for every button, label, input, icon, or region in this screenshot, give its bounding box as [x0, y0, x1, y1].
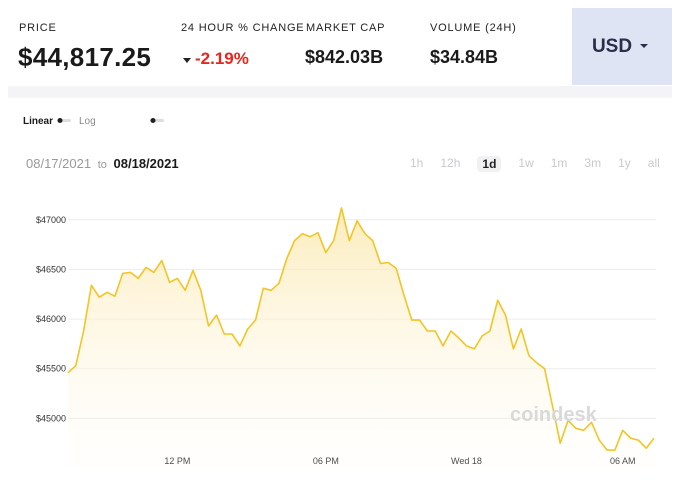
down-arrow — [183, 58, 191, 63]
range-button[interactable]: all — [647, 156, 660, 170]
range-button[interactable]: 1m — [550, 156, 568, 170]
market-cap: $842.03B — [305, 47, 384, 67]
price-label: PRICE — [19, 22, 57, 34]
scale-linear[interactable]: Linear — [23, 116, 54, 127]
caret — [640, 43, 649, 48]
change-label: 24 HOUR % CHANGE — [181, 22, 305, 34]
range-buttons: 1h 12h 1d 1w 1m 3m 1y all — [410, 156, 660, 172]
y-tick-label: $47000 — [36, 215, 66, 225]
market-cap-label: MARKET CAP — [306, 22, 386, 34]
y-tick-label: $45000 — [36, 413, 66, 423]
range-button[interactable]: 12h — [440, 156, 461, 170]
volume-label: VOLUME (24H) — [430, 22, 517, 34]
divider — [8, 86, 672, 98]
watermark: coindesk — [510, 404, 598, 426]
date-to[interactable]: 08/18/2021 — [113, 156, 179, 171]
date-sep: to — [97, 159, 107, 171]
range-button[interactable]: 1h — [410, 156, 424, 170]
date-range: 08/17/2021 to 08/18/2021 — [26, 156, 179, 171]
y-tick-label: $46000 — [36, 314, 66, 324]
scale-log[interactable]: Log — [79, 116, 96, 127]
range-button[interactable]: 1w — [518, 156, 534, 170]
range-button[interactable]: 3m — [584, 156, 602, 170]
currency: USD — [591, 35, 633, 57]
area — [68, 207, 654, 470]
price: $44,817.25 — [18, 42, 152, 72]
range-button[interactable]: 1y — [618, 156, 631, 170]
currency-button[interactable]: USD — [572, 8, 672, 85]
y-tick-label: $46500 — [36, 264, 66, 274]
change: -2.19% — [195, 49, 249, 68]
toggle[interactable] — [150, 117, 166, 125]
date-from[interactable]: 08/17/2021 — [26, 156, 92, 171]
toggle[interactable] — [57, 117, 73, 125]
range-button[interactable]: 1d — [477, 156, 502, 172]
line — [67, 207, 655, 451]
volume: $34.84B — [430, 47, 499, 67]
y-tick-label: $45500 — [36, 364, 66, 374]
